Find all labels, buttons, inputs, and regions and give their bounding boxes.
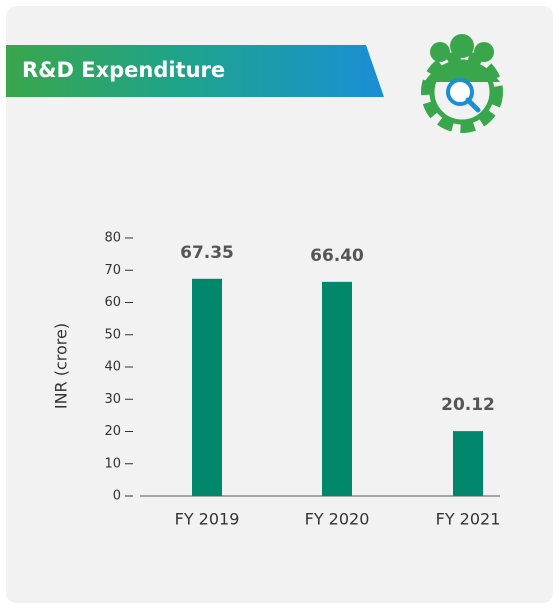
- y-tick-label: 60: [104, 295, 121, 310]
- bar: [322, 281, 352, 496]
- x-tick-label: FY 2019: [175, 510, 240, 529]
- value-label: 66.40: [310, 246, 364, 266]
- y-tick-label: 30: [104, 392, 121, 407]
- x-tick-label: FY 2020: [305, 510, 370, 529]
- bar: [192, 278, 222, 496]
- y-tick-label: 20: [104, 424, 121, 439]
- value-label: 20.12: [441, 395, 495, 415]
- y-tick-label: 10: [104, 456, 121, 471]
- bar: [453, 431, 483, 496]
- y-tick-label: 0: [113, 489, 121, 504]
- y-tick-label: 40: [104, 360, 121, 375]
- chart-title: R&D Expenditure: [22, 58, 225, 82]
- value-label: 67.35: [180, 243, 234, 263]
- y-tick-label: 80: [104, 231, 121, 246]
- y-axis-label: INR (crore): [52, 323, 71, 409]
- card: [6, 6, 553, 603]
- title-banner: [6, 45, 384, 97]
- y-tick-label: 50: [104, 327, 121, 342]
- x-tick-label: FY 2021: [436, 510, 501, 529]
- icon: [421, 34, 503, 133]
- y-tick-label: 70: [104, 263, 121, 278]
